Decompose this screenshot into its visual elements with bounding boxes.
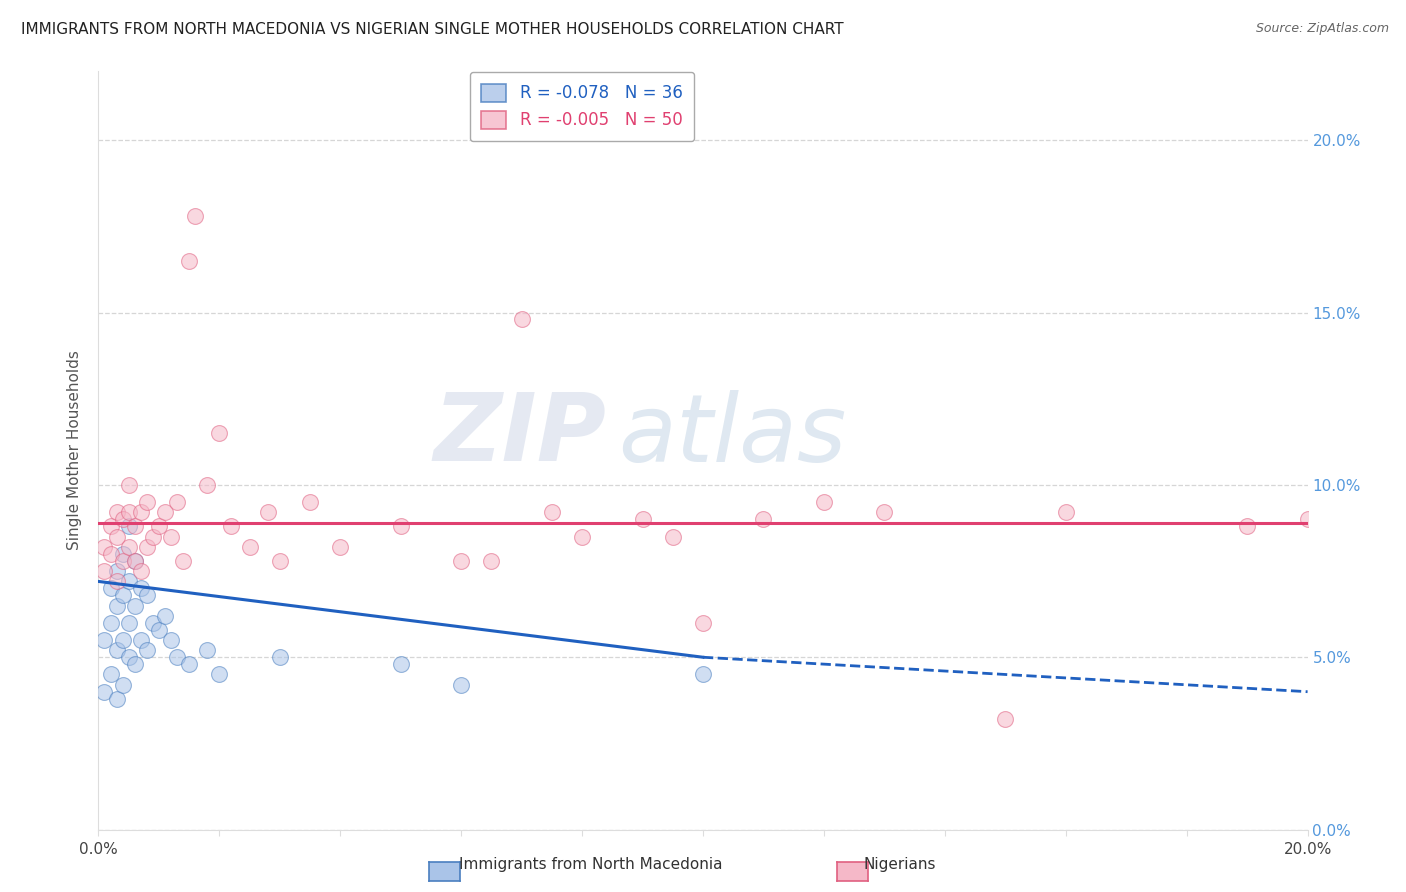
Point (329, 540, 352, 554)
Point (153, 608, 176, 623)
Point (111, 512, 134, 526)
Point (166, 650, 188, 665)
Point (172, 554, 194, 568)
Legend: R = -0.078   N = 36, R = -0.005   N = 50: R = -0.078 N = 36, R = -0.005 N = 50 (470, 72, 695, 141)
Point (105, 691, 128, 706)
Point (135, 495, 157, 509)
Point (148, 623, 170, 637)
Point (129, 633, 152, 648)
Point (93, 564, 115, 578)
Point (100, 615, 122, 630)
Point (105, 564, 128, 578)
Point (129, 506, 152, 520)
Point (450, 678, 472, 692)
Point (129, 564, 152, 578)
Text: atlas: atlas (619, 390, 846, 481)
Point (135, 588, 157, 602)
Point (540, 506, 562, 520)
Point (105, 574, 128, 589)
Point (153, 506, 176, 520)
Point (221, 519, 243, 533)
Text: Nigerians: Nigerians (863, 857, 936, 872)
Point (118, 540, 141, 554)
Point (389, 519, 412, 533)
Point (661, 530, 683, 544)
Point (692, 667, 714, 681)
Point (269, 650, 291, 665)
Point (93, 684, 115, 698)
Point (481, 554, 503, 568)
Point (118, 574, 141, 589)
Point (239, 540, 262, 554)
Point (105, 643, 128, 657)
Point (100, 519, 122, 533)
Point (148, 519, 170, 533)
Point (142, 530, 165, 544)
Point (100, 667, 122, 681)
Point (124, 599, 146, 613)
Point (1236, 519, 1258, 533)
Point (1296, 512, 1319, 526)
Point (111, 588, 134, 602)
Point (813, 495, 835, 509)
Point (118, 650, 141, 665)
Point (118, 506, 141, 520)
Point (129, 582, 152, 596)
Point (100, 582, 122, 596)
Point (142, 615, 165, 630)
Point (450, 554, 472, 568)
Point (269, 554, 291, 568)
Text: ZIP: ZIP (433, 389, 606, 482)
Point (124, 519, 146, 533)
Point (179, 253, 201, 268)
Y-axis label: Single Mother Households: Single Mother Households (67, 351, 83, 550)
Point (135, 540, 157, 554)
Point (124, 657, 146, 672)
Point (692, 615, 714, 630)
Point (631, 512, 654, 526)
Point (111, 554, 134, 568)
Point (105, 599, 128, 613)
Point (100, 547, 122, 561)
Point (93, 633, 115, 648)
Point (1054, 506, 1077, 520)
Point (111, 633, 134, 648)
Point (111, 547, 134, 561)
Text: IMMIGRANTS FROM NORTH MACEDONIA VS NIGERIAN SINGLE MOTHER HOUSEHOLDS CORRELATION: IMMIGRANTS FROM NORTH MACEDONIA VS NIGER… (21, 22, 844, 37)
Point (105, 506, 128, 520)
Point (195, 478, 218, 492)
Point (179, 657, 201, 672)
Point (118, 519, 141, 533)
Text: Source: ZipAtlas.com: Source: ZipAtlas.com (1256, 22, 1389, 36)
Point (93, 540, 115, 554)
Text: Immigrants from North Macedonia: Immigrants from North Macedonia (458, 857, 723, 872)
Point (160, 530, 183, 544)
Point (873, 506, 896, 520)
Point (208, 426, 231, 441)
Point (389, 657, 412, 672)
Point (994, 712, 1017, 726)
Point (124, 554, 146, 568)
Point (299, 495, 322, 509)
Point (571, 530, 593, 544)
Point (105, 530, 128, 544)
Point (135, 643, 157, 657)
Point (124, 554, 146, 568)
Point (118, 615, 141, 630)
Point (184, 209, 207, 223)
Point (195, 643, 218, 657)
Point (160, 633, 183, 648)
Point (118, 478, 141, 492)
Point (166, 495, 188, 509)
Point (752, 512, 775, 526)
Point (208, 667, 231, 681)
Point (510, 312, 533, 326)
Point (256, 506, 278, 520)
Point (111, 678, 134, 692)
